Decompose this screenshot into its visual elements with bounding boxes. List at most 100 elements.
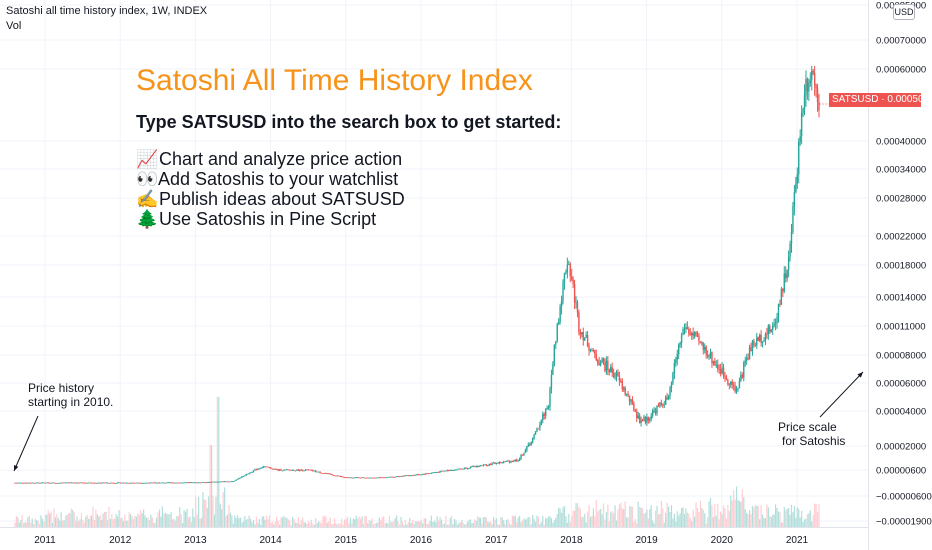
volume-bar: [206, 507, 208, 527]
volume-bar: [27, 517, 29, 527]
volume-bar: [465, 524, 467, 527]
volume-bar: [357, 518, 359, 527]
volume-bar: [536, 515, 538, 527]
volume-bar: [673, 513, 675, 527]
volume-bar: [571, 516, 573, 527]
candle-body: [116, 482, 119, 484]
volume-bar: [705, 523, 707, 527]
candle-body: [112, 482, 114, 484]
currency-button[interactable]: USD: [893, 4, 915, 20]
volume-bar: [646, 509, 648, 527]
candle-body: [163, 482, 165, 484]
candle-body: [223, 481, 226, 483]
candle-body: [264, 466, 266, 468]
volume-bar: [788, 507, 790, 527]
volume-bar: [498, 524, 500, 527]
volume-bar: [218, 397, 220, 527]
candle-body: [758, 334, 761, 341]
candle-body: [594, 350, 596, 355]
candle-body: [228, 481, 230, 483]
candle-body: [741, 374, 744, 378]
candle-body: [34, 483, 36, 484]
candle-body: [523, 452, 525, 456]
candle-body: [281, 470, 284, 472]
candle-body: [199, 482, 201, 484]
candle-body: [273, 468, 275, 470]
volume-bar: [202, 492, 204, 527]
candle-body: [76, 482, 78, 484]
candle-body: [368, 477, 370, 479]
candle-body: [469, 466, 472, 469]
candle-body: [121, 482, 123, 484]
candle-body: [309, 469, 311, 471]
volume-bar: [318, 521, 320, 527]
volume-bar: [393, 520, 395, 527]
candle-body: [647, 417, 650, 421]
volume-bar: [750, 514, 752, 527]
volume-bar: [17, 517, 19, 527]
volume-bar: [443, 523, 446, 527]
candle-body: [776, 317, 778, 324]
candle-body: [615, 372, 618, 378]
candle-body: [812, 70, 814, 73]
volume-bar: [458, 522, 460, 527]
volume-bar: [584, 513, 586, 527]
volume-bar: [543, 524, 545, 527]
candle-body: [56, 483, 58, 484]
volume-bar: [56, 514, 58, 527]
candle-body: [219, 481, 221, 483]
candle-body: [556, 324, 558, 342]
candle-body: [474, 466, 476, 467]
note-line: starting in 2010.: [28, 395, 114, 409]
candle-body: [485, 464, 488, 466]
volume-bar: [422, 523, 424, 527]
candle-body: [572, 279, 574, 284]
candle-body: [377, 477, 379, 479]
candle-body: [718, 368, 720, 370]
candle-body: [328, 473, 330, 475]
volume-bar: [530, 524, 532, 527]
candle-body: [63, 482, 65, 484]
volume-bar: [403, 524, 405, 527]
volume-bar: [368, 519, 370, 527]
volume-bar: [352, 518, 354, 527]
volume-bar: [566, 522, 568, 527]
candle-body: [38, 482, 41, 484]
candle-body: [581, 332, 583, 335]
volume-bar: [163, 514, 165, 527]
candle-body: [397, 476, 399, 478]
candle-body: [189, 482, 191, 484]
volume-bar: [615, 520, 618, 527]
volume-bar: [143, 509, 145, 527]
volume-bar: [733, 490, 735, 527]
volume-bar: [132, 518, 135, 527]
volume-bar: [555, 517, 557, 527]
y-tick-label: 0.00034000: [876, 165, 926, 176]
candle-body: [678, 344, 680, 355]
candle-body: [643, 416, 645, 422]
volume-bar: [680, 508, 683, 527]
candle-body: [578, 312, 580, 333]
volume-bar: [633, 522, 635, 527]
volume-bar: [307, 521, 310, 527]
candle-body: [329, 473, 331, 475]
candle-body: [435, 472, 437, 473]
x-tick-label: 2020: [711, 535, 734, 546]
candle-body: [429, 473, 431, 474]
candle-body: [82, 482, 84, 484]
candle-body: [811, 70, 813, 81]
candle-body: [423, 474, 425, 475]
candle-body: [818, 101, 820, 111]
candle-body: [446, 470, 449, 472]
candle-body: [268, 467, 271, 469]
volume-bar: [445, 515, 447, 527]
volume-bar: [229, 512, 231, 527]
candle-body: [419, 474, 421, 476]
candle-body: [484, 464, 486, 466]
volume-bar: [255, 516, 258, 527]
candle-body: [670, 383, 673, 388]
volume-bar: [720, 511, 722, 527]
candle-body: [203, 482, 206, 483]
volume-bar: [263, 516, 265, 527]
candle-body: [416, 474, 418, 476]
